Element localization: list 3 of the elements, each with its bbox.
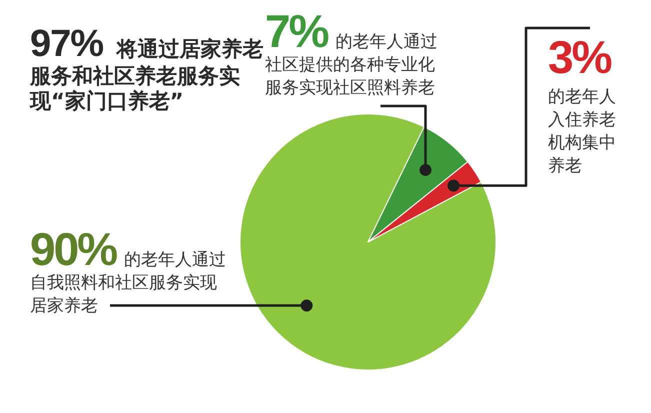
text: 97% 将通过居家养老服务和社区养老服务实现“家门口养老” — [30, 23, 264, 113]
slice-label: 的老年人入住养老机构集中养老 — [548, 87, 616, 176]
data-label: 3% — [548, 31, 610, 83]
